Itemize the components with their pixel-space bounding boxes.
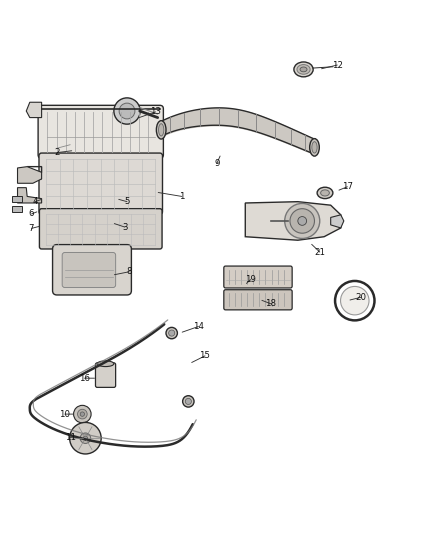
- Circle shape: [70, 423, 101, 454]
- Text: 2: 2: [54, 148, 60, 157]
- Text: 10: 10: [59, 409, 71, 418]
- Ellipse shape: [300, 67, 307, 72]
- Circle shape: [298, 216, 307, 225]
- Text: 15: 15: [199, 351, 211, 360]
- Circle shape: [80, 433, 91, 443]
- Text: 11: 11: [64, 433, 76, 442]
- Polygon shape: [26, 102, 42, 118]
- Circle shape: [183, 395, 194, 407]
- Text: 16: 16: [79, 374, 90, 383]
- Polygon shape: [331, 215, 344, 228]
- FancyBboxPatch shape: [224, 290, 292, 310]
- FancyBboxPatch shape: [95, 363, 116, 387]
- Text: 4: 4: [32, 197, 38, 206]
- Ellipse shape: [341, 286, 369, 315]
- Polygon shape: [245, 201, 341, 240]
- Text: 9: 9: [214, 159, 219, 168]
- Circle shape: [169, 330, 175, 336]
- Circle shape: [166, 327, 177, 339]
- Ellipse shape: [297, 64, 310, 74]
- Bar: [12, 206, 22, 212]
- Ellipse shape: [321, 190, 329, 196]
- Ellipse shape: [317, 187, 333, 199]
- FancyBboxPatch shape: [39, 153, 162, 214]
- Polygon shape: [18, 167, 42, 183]
- Text: 7: 7: [29, 224, 34, 233]
- Text: 17: 17: [342, 182, 353, 191]
- Text: 3: 3: [122, 223, 127, 231]
- Text: 6: 6: [29, 209, 34, 219]
- Text: 18: 18: [265, 299, 276, 308]
- Circle shape: [119, 103, 135, 119]
- Circle shape: [80, 412, 85, 416]
- Ellipse shape: [159, 124, 164, 136]
- Ellipse shape: [294, 62, 313, 77]
- FancyBboxPatch shape: [224, 266, 292, 288]
- Bar: [12, 196, 22, 202]
- Text: 5: 5: [124, 197, 130, 206]
- Text: 12: 12: [332, 61, 343, 69]
- Text: 8: 8: [127, 267, 132, 276]
- Ellipse shape: [156, 120, 166, 139]
- Text: 20: 20: [356, 293, 367, 302]
- Text: 19: 19: [245, 275, 256, 284]
- Circle shape: [114, 98, 140, 124]
- Text: 21: 21: [314, 247, 325, 256]
- Polygon shape: [18, 188, 42, 203]
- Ellipse shape: [312, 142, 317, 153]
- FancyBboxPatch shape: [38, 106, 163, 158]
- FancyBboxPatch shape: [62, 253, 116, 287]
- FancyBboxPatch shape: [39, 209, 162, 249]
- Text: 14: 14: [193, 322, 204, 331]
- Circle shape: [74, 405, 91, 423]
- Ellipse shape: [310, 139, 319, 156]
- Circle shape: [290, 209, 314, 233]
- Ellipse shape: [97, 361, 114, 367]
- Circle shape: [78, 409, 87, 419]
- FancyBboxPatch shape: [53, 245, 131, 295]
- Text: 13: 13: [150, 107, 161, 116]
- Text: 1: 1: [179, 192, 184, 201]
- Circle shape: [285, 204, 320, 238]
- Circle shape: [83, 436, 88, 440]
- Circle shape: [185, 398, 191, 405]
